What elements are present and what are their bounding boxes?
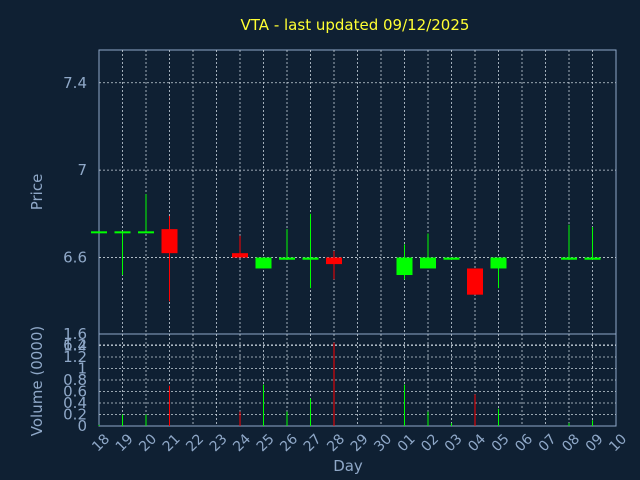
candle-body — [138, 231, 154, 234]
x-tick-label: 23 — [207, 431, 231, 455]
x-tick-label: 05 — [489, 431, 513, 455]
candle-body — [443, 257, 460, 260]
candle-body — [255, 257, 272, 269]
x-tick-labels: 18 19 20 21 22 23 24 25 26 27 28 29 30 01 02 03 04 05 06 07… — [89, 431, 630, 455]
candle-body — [326, 257, 342, 265]
candle-body — [161, 229, 178, 254]
volume-tick-label: 1.4 — [63, 337, 87, 355]
candle-body — [91, 231, 107, 234]
volume-tick-label: 0.2 — [63, 406, 87, 424]
price-tick-label: 7.4 — [63, 74, 87, 92]
x-tick-label: 27 — [301, 431, 325, 455]
volume-tick-label: 1.2 — [63, 348, 87, 366]
x-tick-label: 07 — [536, 431, 560, 455]
x-tick-label: 10 — [606, 431, 630, 455]
x-tick-label: 30 — [371, 431, 395, 455]
x-tick-label: 28 — [324, 431, 348, 455]
volume-axis-label: Volume (0000) — [28, 326, 46, 436]
x-axis-label: Day — [333, 457, 363, 475]
y-tick-labels: 7.4 7 6.6 6.21.61.41.210.80.60.40.20 — [63, 74, 87, 435]
volume-tick-label: 0.8 — [63, 371, 87, 389]
candle-body — [561, 257, 577, 260]
candle-body — [114, 231, 131, 234]
volume-tick-label: 0.4 — [63, 394, 87, 412]
candle-body — [396, 257, 413, 276]
x-tick-label: 02 — [418, 431, 442, 455]
volume-tick-label: 0.6 — [63, 383, 87, 401]
candle-body — [584, 257, 601, 260]
x-tick-label: 22 — [183, 431, 207, 455]
x-tick-label: 03 — [442, 431, 466, 455]
price-axis-label: Price — [28, 174, 46, 211]
volume-bars — [98, 342, 593, 426]
candle-body — [490, 257, 507, 269]
x-tick-label: 26 — [277, 431, 301, 455]
x-tick-label: 24 — [230, 431, 254, 455]
x-tick-label: 20 — [136, 431, 160, 455]
candle-body — [420, 257, 436, 269]
volume-tick-label: 1 — [77, 360, 87, 378]
candle-body — [232, 253, 248, 258]
x-tick-label: 01 — [395, 431, 419, 455]
candle-body — [302, 257, 319, 260]
price-tick-label: 7 — [77, 161, 87, 179]
volume-tick-label: 1.6 — [63, 325, 87, 343]
candle-body — [467, 268, 483, 295]
volume-tick-label: 0 — [77, 417, 87, 435]
x-tick-label: 09 — [583, 431, 607, 455]
x-tick-label: 06 — [512, 431, 536, 455]
x-tick-label: 29 — [348, 431, 372, 455]
x-tick-label: 21 — [160, 431, 184, 455]
price-tick-label: 6.6 — [63, 249, 87, 267]
x-tick-label: 25 — [254, 431, 278, 455]
chart-title: VTA - last updated 09/12/2025 — [241, 16, 470, 34]
price-tick-label: 6.2 — [63, 336, 87, 354]
candle-body — [279, 257, 295, 260]
x-tick-label: 08 — [559, 431, 583, 455]
x-tick-label: 04 — [465, 431, 489, 455]
x-tick-label: 18 — [89, 431, 113, 455]
candlesticks — [91, 194, 601, 302]
x-tick-label: 19 — [113, 431, 137, 455]
